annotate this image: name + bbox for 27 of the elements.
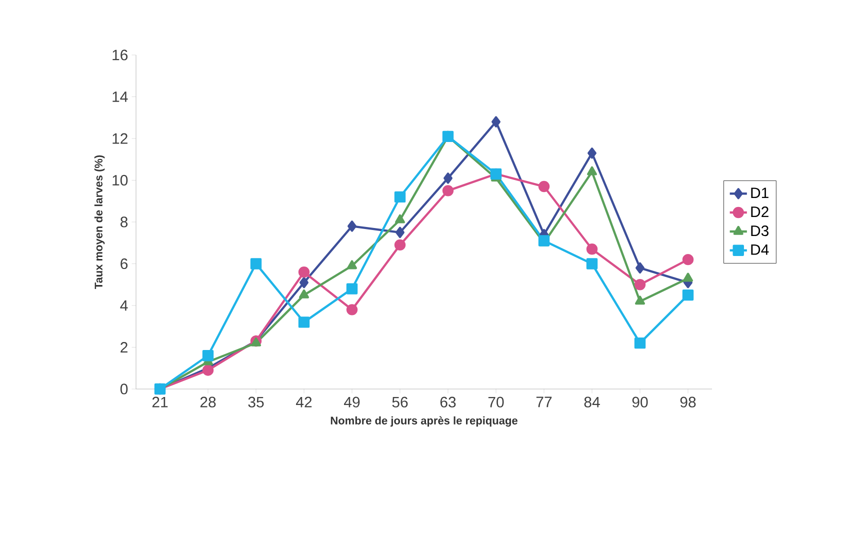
x-tick-label: 98 [680,396,696,408]
x-tick-label: 90 [632,396,648,408]
x-tick-label: 42 [296,396,312,408]
x-axis-title: Nombre de jours après le repiquage [330,416,518,427]
legend-label: D4 [751,244,769,255]
y-tick-label: 12 [112,133,128,144]
x-tick-label: 84 [584,396,600,408]
y-tick-label: 16 [112,50,128,60]
x-tick-label: 56 [392,396,408,408]
x-tick-label: 49 [344,396,360,408]
y-tick-label: 4 [120,300,128,311]
x-tick-label: 77 [536,396,552,408]
y-tick-label: 10 [112,174,128,186]
y-tick-label: 8 [120,216,128,228]
x-tick-label: 28 [200,396,216,408]
y-tick-label: 14 [112,92,128,102]
legend-label: D1 [751,188,768,198]
y-tick-label: 6 [120,258,128,270]
x-tick-label: 70 [488,396,504,408]
x-tick-label: 21 [152,396,168,408]
x-tick-label: 35 [248,396,264,408]
y-tick-label: 0 [120,384,128,394]
legend-label: D2 [751,206,768,217]
x-tick-label: 63 [440,396,456,408]
legend-label: D3 [751,225,769,236]
y-axis-title: Taux moyen de larves (%) [94,155,105,290]
y-tick-label: 2 [120,342,128,352]
